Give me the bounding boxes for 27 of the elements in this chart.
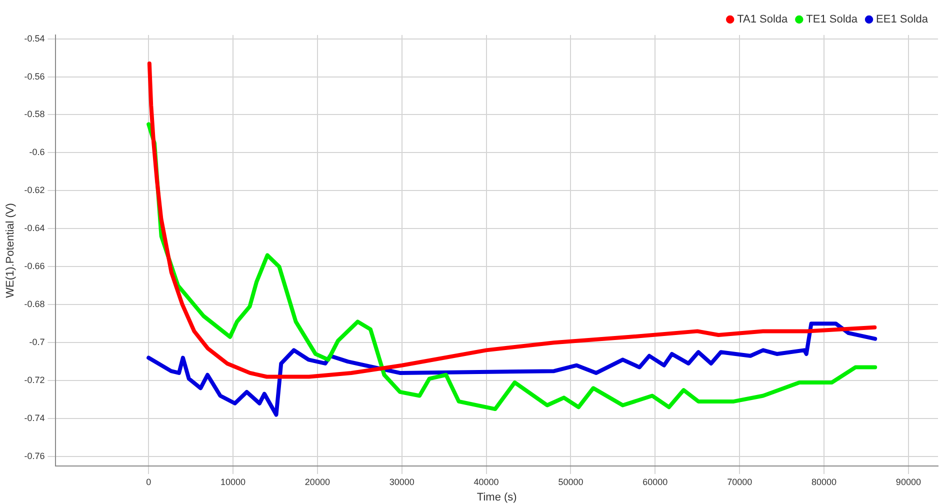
x-tick-label: 30000 — [389, 476, 414, 487]
x-tick-label: 50000 — [558, 476, 584, 487]
y-tick-label: -0.66 — [24, 261, 45, 272]
y-axis-title: WE(1).Potential (V) — [4, 203, 17, 298]
y-tick-label: -0.68 — [24, 299, 45, 310]
y-tick-label: -0.58 — [24, 109, 45, 120]
y-tick-label: -0.54 — [24, 33, 45, 44]
x-tick-label: 20000 — [304, 476, 330, 487]
legend-label: TA1 Solda — [737, 14, 789, 26]
x-tick-label: 0 — [146, 476, 152, 487]
x-tick-label: 80000 — [812, 476, 837, 487]
x-axis-title: Time (s) — [476, 491, 517, 504]
y-tick-label: -0.74 — [24, 413, 45, 424]
y-tick-label: -0.72 — [24, 375, 45, 386]
y-tick-label: -0.64 — [24, 223, 45, 234]
x-tick-label: 70000 — [727, 476, 752, 487]
y-tick-label: -0.6 — [29, 147, 45, 158]
legend-label: EE1 Solda — [876, 14, 929, 26]
x-tick-label: 60000 — [642, 476, 668, 487]
y-tick-label: -0.62 — [24, 185, 45, 196]
x-tick-label: 40000 — [474, 476, 499, 487]
x-tick-label: 10000 — [220, 476, 246, 487]
y-tick-label: -0.56 — [24, 71, 45, 82]
y-tick-label: -0.76 — [24, 450, 45, 461]
x-tick-label: 90000 — [896, 476, 921, 487]
legend-label: TE1 Solda — [806, 14, 858, 26]
y-tick-label: -0.7 — [29, 337, 45, 348]
